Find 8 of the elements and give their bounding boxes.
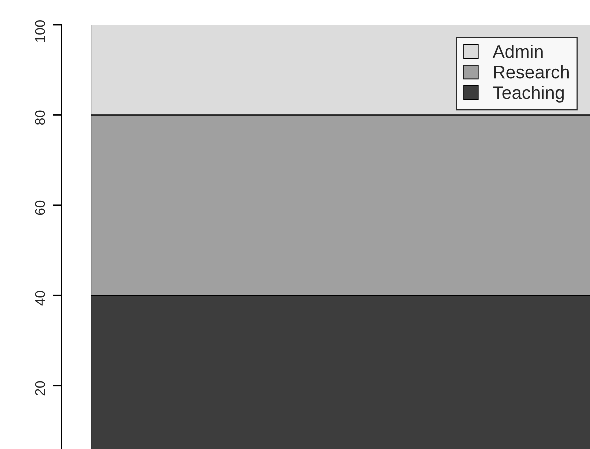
legend-label: Teaching [493,86,564,103]
y-tick-label: 60 [35,200,46,216]
y-tick-label: 40 [35,291,46,306]
legend-label: Admin [492,44,543,58]
legend-label: Research [494,65,569,79]
y-tick-label: 100 [35,20,46,42]
y-tick-label: 80 [35,110,46,126]
y-tick-label: 20 [35,381,46,396]
